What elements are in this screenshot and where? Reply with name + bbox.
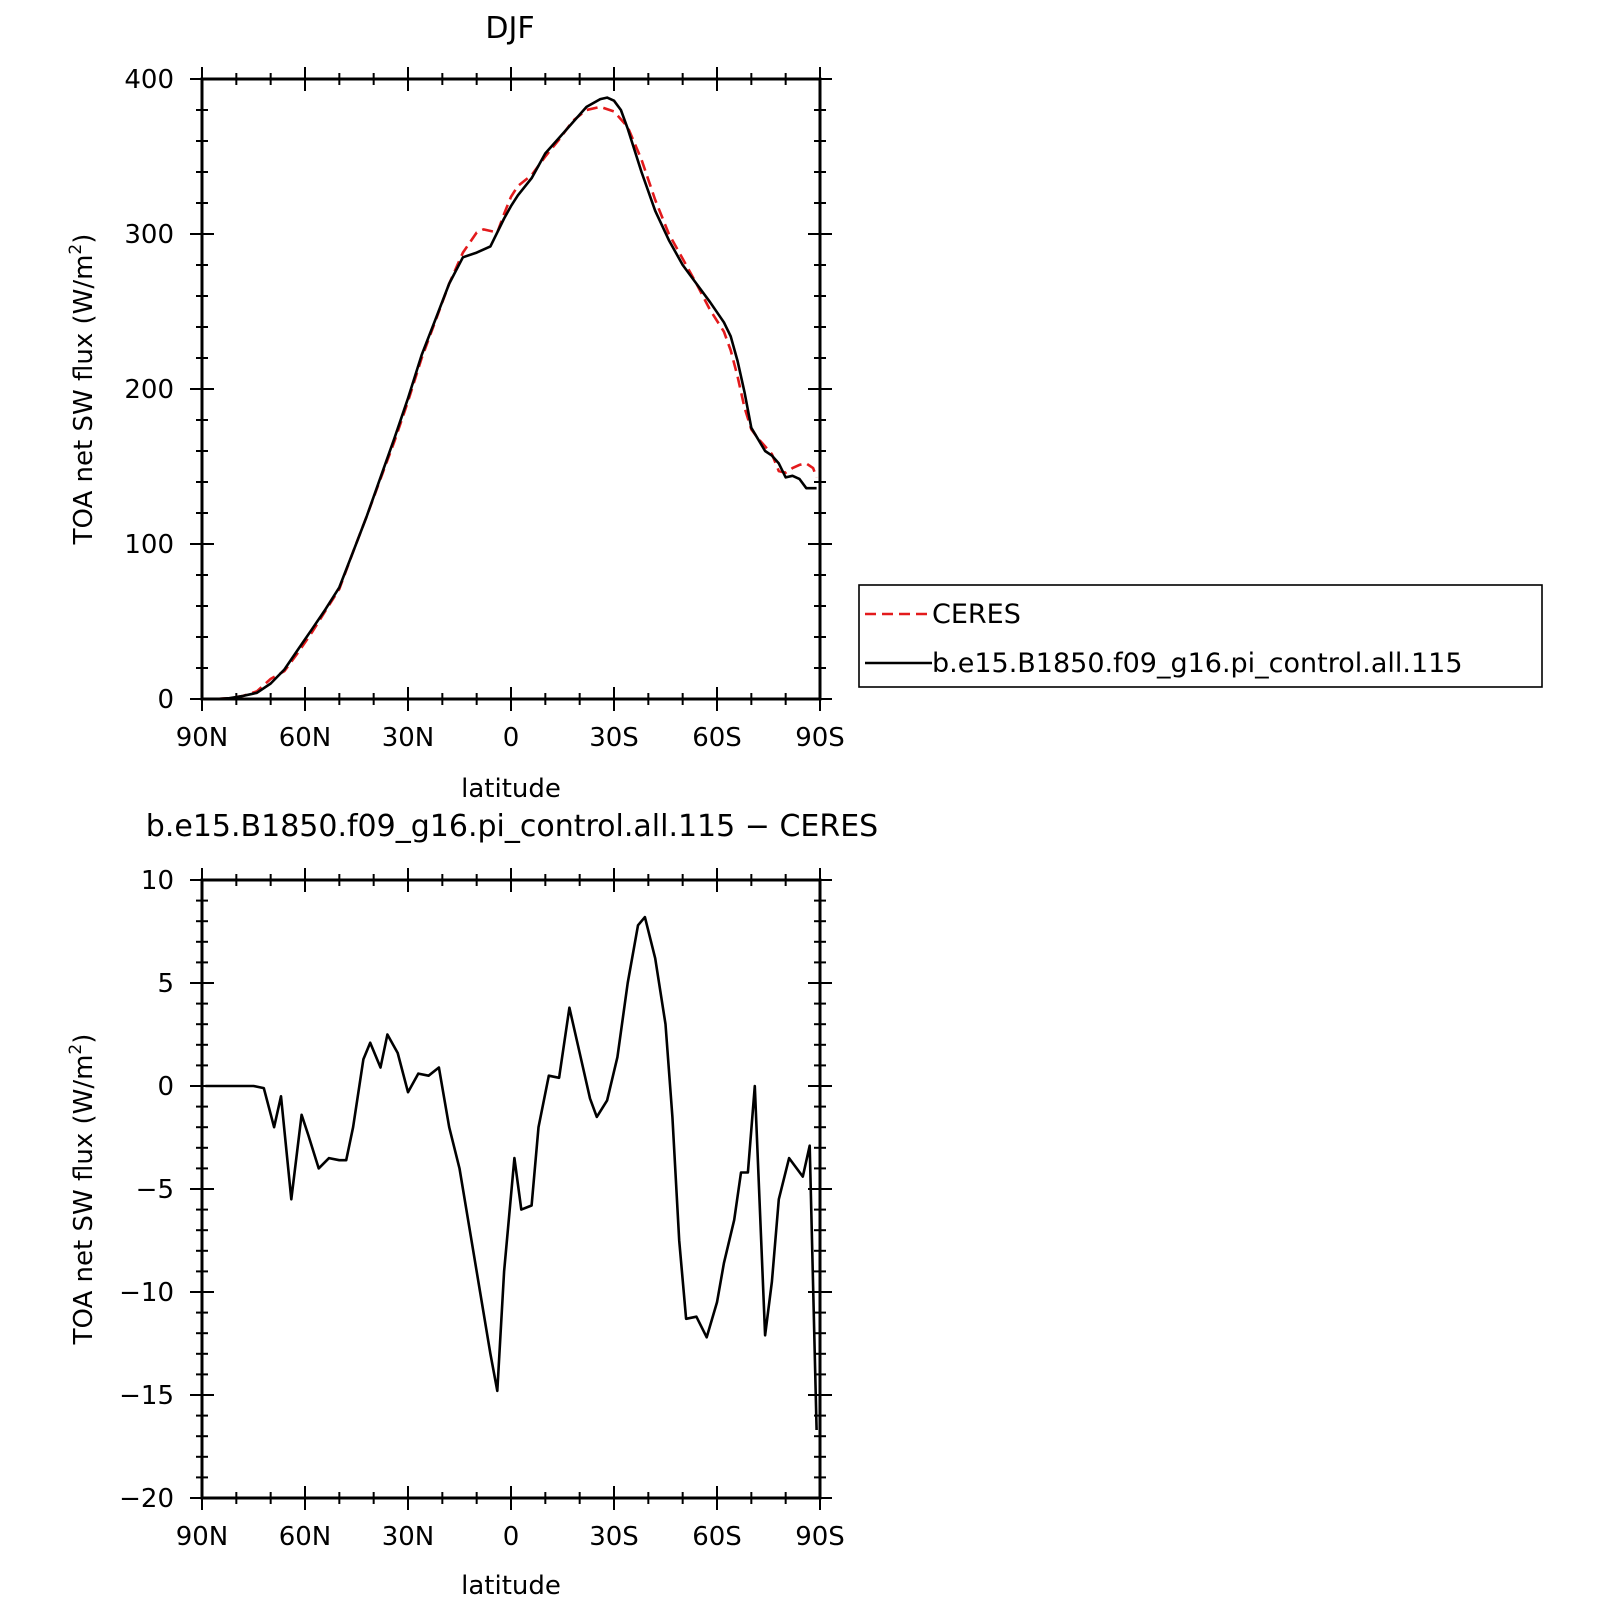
x-tick-label: 30N bbox=[382, 723, 435, 753]
y-tick-label: −20 bbox=[119, 1484, 174, 1514]
bottom-y-axis-label-close: ) bbox=[69, 1034, 99, 1044]
x-tick-label: 90N bbox=[176, 723, 229, 753]
top-series-line-0 bbox=[202, 105, 818, 701]
bottom-y-axis-label: TOA net SW flux (W/m2) bbox=[66, 1034, 99, 1346]
top-chart-title: DJF bbox=[485, 11, 534, 46]
bottom-tick-labels: 90N 60N 30N 0 30S 60S 90S −20 −15 −10 −5 0 5 10 bbox=[119, 866, 845, 1552]
y-tick-label: 10 bbox=[141, 866, 174, 896]
top-y-axis-label-sup: 2 bbox=[66, 244, 86, 255]
bottom-series-layer bbox=[205, 915, 818, 1431]
x-tick-label: 60N bbox=[279, 1522, 332, 1552]
top-y-axis-label-close: ) bbox=[69, 234, 99, 244]
bottom-x-axis-label: latitude bbox=[461, 1571, 561, 1601]
bottom-plot-frame bbox=[200, 878, 822, 1500]
y-tick-label: 300 bbox=[124, 220, 174, 250]
top-series-line-1 bbox=[202, 96, 817, 701]
top-y-axis-label-main: TOA net SW flux (W/m bbox=[69, 255, 99, 546]
legend-box bbox=[858, 584, 1543, 688]
x-tick-label: 60S bbox=[692, 723, 742, 753]
y-tick-label: 0 bbox=[157, 685, 174, 715]
legend-ceres-label: CERES bbox=[932, 599, 1021, 630]
x-tick-label: 30S bbox=[589, 723, 639, 753]
bottom-y-axis-label-main: TOA net SW flux (W/m bbox=[69, 1055, 99, 1346]
top-plot-frame bbox=[200, 77, 822, 701]
x-tick-label: 90S bbox=[795, 1522, 845, 1552]
bot-series-line-0 bbox=[205, 915, 818, 1431]
top-x-axis-label: latitude bbox=[461, 774, 561, 804]
top-ticks bbox=[190, 67, 832, 711]
x-tick-label: 30N bbox=[382, 1522, 435, 1552]
x-tick-label: 0 bbox=[503, 1522, 520, 1552]
y-tick-label: 200 bbox=[124, 375, 174, 405]
y-tick-label: −15 bbox=[119, 1381, 174, 1411]
bottom-chart: b.e15.B1850.f09_g16.pi_control.all.115 −… bbox=[66, 809, 878, 1601]
bottom-y-axis-label-sup: 2 bbox=[66, 1044, 86, 1055]
x-tick-label: 0 bbox=[503, 723, 520, 753]
y-tick-label: 100 bbox=[124, 530, 174, 560]
y-tick-label: 5 bbox=[157, 969, 174, 999]
top-y-axis-label: TOA net SW flux (W/m2) bbox=[66, 234, 99, 546]
top-series-layer bbox=[202, 96, 818, 701]
y-tick-label: 0 bbox=[157, 1072, 174, 1102]
x-tick-label: 90N bbox=[176, 1522, 229, 1552]
y-tick-label: 400 bbox=[124, 65, 174, 95]
bottom-chart-title: b.e15.B1850.f09_g16.pi_control.all.115 −… bbox=[146, 809, 878, 844]
legend-model-label: b.e15.B1850.f09_g16.pi_control.all.115 bbox=[932, 648, 1463, 679]
y-tick-label: −10 bbox=[119, 1278, 174, 1308]
top-chart: DJF 90N 60N 30N 0 30S 60S 90S 0 100 200 300 400 lat… bbox=[66, 11, 1543, 804]
y-tick-label: −5 bbox=[136, 1175, 174, 1205]
legend: CERES b.e15.B1850.f09_g16.pi_control.all… bbox=[858, 584, 1543, 688]
x-tick-label: 30S bbox=[589, 1522, 639, 1552]
top-tick-labels: 90N 60N 30N 0 30S 60S 90S 0 100 200 300 400 bbox=[124, 65, 844, 753]
x-tick-label: 60N bbox=[279, 723, 332, 753]
x-tick-label: 60S bbox=[692, 1522, 742, 1552]
x-tick-label: 90S bbox=[795, 723, 845, 753]
